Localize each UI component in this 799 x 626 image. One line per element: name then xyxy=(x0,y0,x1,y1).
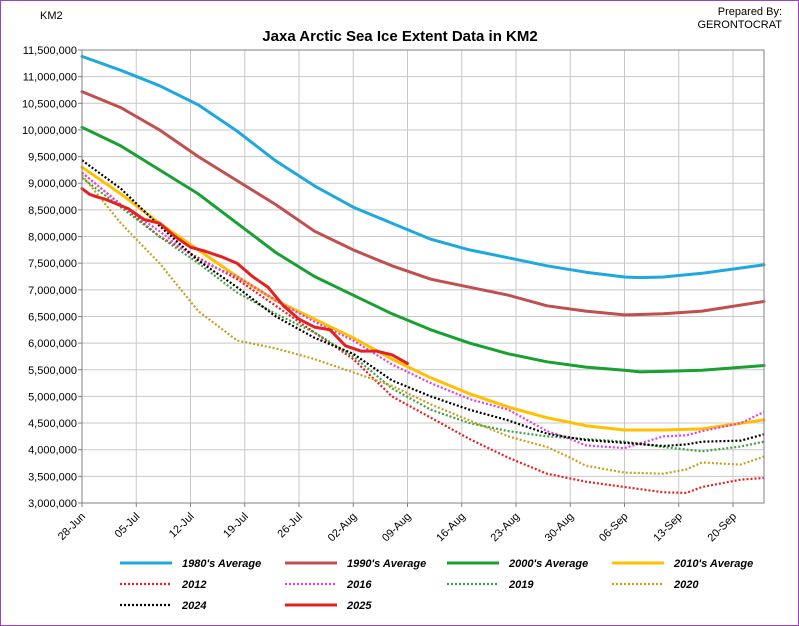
credit-line-1: Prepared By: xyxy=(718,6,782,18)
series-line-2000-s-average xyxy=(80,125,766,374)
series-line-2016 xyxy=(81,171,765,450)
legend-label: 1980's Average xyxy=(182,558,261,570)
x-tick-label: 09-Aug xyxy=(380,511,414,545)
x-tick-label: 06-Sep xyxy=(597,511,631,545)
series-line-2019 xyxy=(81,177,765,453)
y-tick-label: 11,500,000 xyxy=(23,45,77,57)
legend-label: 2012 xyxy=(181,579,206,591)
legend: 1980's Average 1990's Average 2000's Avera… xyxy=(120,558,753,612)
x-tick-label: 28-Jun xyxy=(56,511,88,543)
y-tick-label: 4,000,000 xyxy=(28,445,77,457)
series-line-1990-s-average xyxy=(80,90,766,317)
y-tick-label: 11,000,000 xyxy=(23,72,77,84)
legend-label: 1990's Average xyxy=(347,558,426,570)
x-axis-ticks: 28-Jun 05-Jul 12-Jul 19-Jul 26-Jul 02-Aug 09-A… xyxy=(56,503,739,544)
chart-title: Jaxa Arctic Sea Ice Extent Data in KM2 xyxy=(262,28,537,45)
x-tick-label: 20-Sep xyxy=(706,511,740,545)
legend-label: 2019 xyxy=(508,579,534,591)
x-tick-label: 23-Aug xyxy=(489,511,523,545)
series-line-2010-s-average xyxy=(80,165,766,432)
x-tick-label: 05-Jul xyxy=(113,511,143,541)
series-line-1980-s-average xyxy=(80,54,766,280)
series-line-2024 xyxy=(81,159,765,448)
legend-label: 2016 xyxy=(346,579,372,591)
y-tick-label: 3,000,000 xyxy=(28,498,77,510)
x-tick-label: 26-Jul xyxy=(275,511,305,541)
y-axis-ticks: 3,000,000 3,500,000 4,000,000 4,500,000 5,00… xyxy=(22,45,82,510)
y-tick-label: 10,500,000 xyxy=(22,98,77,110)
y-tick-label: 5,500,000 xyxy=(28,365,77,377)
x-tick-label: 30-Aug xyxy=(543,511,577,545)
y-tick-label: 8,500,000 xyxy=(28,205,77,217)
y-tick-label: 4,500,000 xyxy=(28,418,77,430)
y-tick-label: 3,500,000 xyxy=(28,471,77,483)
y-tick-label: 5,000,000 xyxy=(28,391,77,403)
legend-label: 2020 xyxy=(673,579,699,591)
y-tick-label: 7,500,000 xyxy=(28,258,77,270)
y-tick-label: 6,000,000 xyxy=(28,338,77,350)
y-tick-label: 9,000,000 xyxy=(28,178,77,190)
y-tick-label: 7,000,000 xyxy=(28,285,77,297)
plot-area-border xyxy=(81,49,765,504)
series-line-2020 xyxy=(81,174,765,475)
y-tick-label: 6,500,000 xyxy=(28,311,77,323)
series-lines xyxy=(80,54,766,494)
legend-label: 2025 xyxy=(346,600,372,612)
x-tick-label: 12-Jul xyxy=(167,511,197,541)
x-tick-label: 16-Aug xyxy=(434,511,468,545)
x-tick-label: 13-Sep xyxy=(651,511,685,545)
legend-label: 2024 xyxy=(181,600,206,612)
y-tick-label: 10,000,000 xyxy=(22,125,77,137)
x-tick-label: 19-Jul xyxy=(221,511,251,541)
series-line-2012 xyxy=(81,171,765,494)
y-unit-label: KM2 xyxy=(40,10,63,22)
series-line-2025 xyxy=(80,187,409,365)
x-tick-label: 02-Aug xyxy=(326,511,360,545)
credit-line-2: GERONTOCRAT xyxy=(697,19,782,31)
legend-label: 2010's Average xyxy=(673,558,753,570)
legend-label: 2000's Average xyxy=(508,558,588,570)
y-tick-label: 8,000,000 xyxy=(28,232,77,244)
y-tick-label: 9,500,000 xyxy=(28,152,77,164)
